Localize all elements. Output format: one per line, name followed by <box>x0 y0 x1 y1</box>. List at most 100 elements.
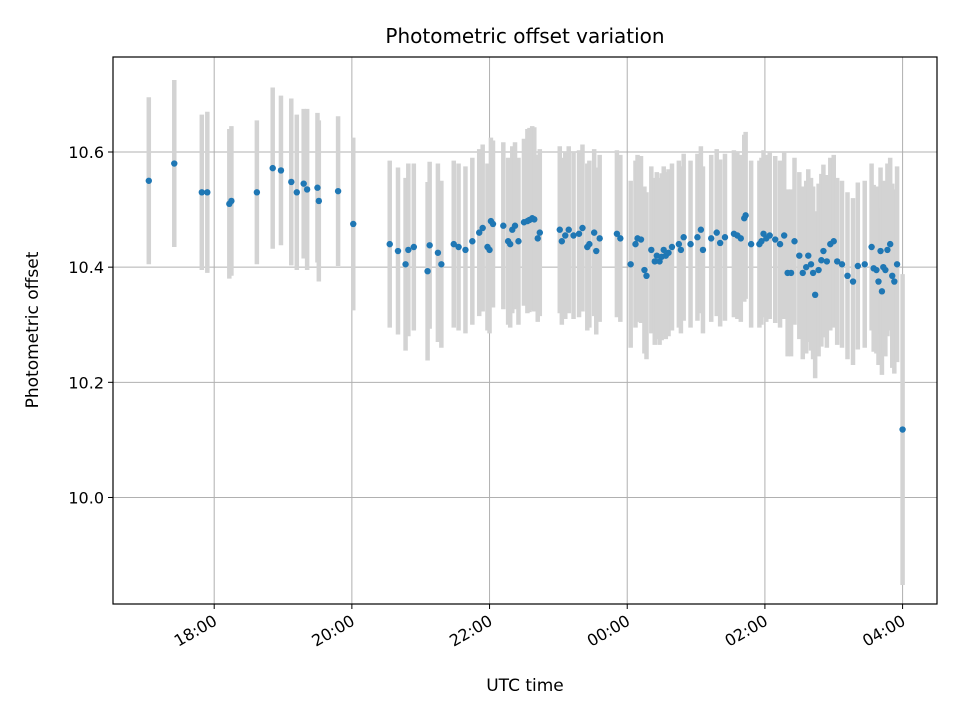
data-point <box>697 226 705 233</box>
data-point <box>760 230 767 237</box>
data-point <box>893 261 901 268</box>
data-point <box>668 243 676 251</box>
data-point <box>613 230 621 237</box>
data-point <box>450 240 457 248</box>
data-point <box>889 272 896 279</box>
data-point <box>747 240 755 248</box>
data-point <box>721 234 729 241</box>
data-point <box>809 269 817 277</box>
data-point <box>334 187 342 195</box>
data-point <box>426 242 433 249</box>
data-point <box>303 186 311 193</box>
data-point <box>780 232 788 239</box>
data-point <box>596 235 603 242</box>
data-point <box>515 238 522 245</box>
data-point <box>145 177 152 184</box>
data-point <box>699 246 707 254</box>
data-point <box>844 272 851 279</box>
data-point <box>469 238 476 245</box>
data-point <box>171 160 178 167</box>
data-point <box>694 234 701 241</box>
y-tick-label: 10.6 <box>68 143 104 162</box>
data-point <box>791 238 798 245</box>
data-point <box>531 216 538 223</box>
data-point <box>742 212 749 219</box>
data-point <box>648 246 655 254</box>
data-point <box>799 269 806 277</box>
data-point <box>838 261 846 268</box>
y-axis-label: Photometric offset <box>23 251 43 408</box>
data-point <box>878 288 886 295</box>
data-point <box>575 230 583 237</box>
data-point <box>675 240 683 248</box>
data-point <box>410 243 418 251</box>
data-point <box>556 226 563 233</box>
data-point <box>500 222 507 229</box>
data-point <box>886 240 894 248</box>
data-point <box>653 252 661 259</box>
data-point <box>438 261 445 268</box>
data-point <box>476 229 483 236</box>
data-point <box>868 243 875 251</box>
data-point <box>277 167 285 174</box>
y-tick-label: 10.0 <box>68 488 104 507</box>
data-point <box>579 224 586 232</box>
data-point <box>506 240 514 248</box>
data-point <box>228 197 235 205</box>
plot-frame <box>112 56 938 605</box>
data-point <box>899 426 906 433</box>
data-point <box>877 247 884 255</box>
data-point <box>637 236 645 243</box>
y-tick-label: 10.2 <box>68 373 104 392</box>
chart-title: Photometric offset variation <box>385 24 664 48</box>
data-point <box>660 246 667 254</box>
data-point <box>758 238 765 245</box>
data-point <box>766 232 773 239</box>
data-point <box>424 267 431 275</box>
data-point <box>593 247 600 255</box>
data-point <box>807 261 815 268</box>
data-point <box>402 261 409 268</box>
data-point <box>536 229 544 236</box>
data-point <box>805 252 812 259</box>
y-tick-label: 10.4 <box>68 258 104 277</box>
data-point <box>772 236 779 243</box>
data-point <box>590 229 598 236</box>
data-point <box>562 232 569 239</box>
data-point <box>687 240 694 248</box>
data-points <box>145 160 906 433</box>
x-axis-label: UTC time <box>486 676 564 696</box>
data-point <box>677 246 685 254</box>
data-point <box>823 258 831 265</box>
data-point <box>314 184 321 191</box>
data-point <box>815 266 822 274</box>
data-point <box>643 272 650 279</box>
data-point <box>288 178 295 186</box>
data-point <box>796 252 803 259</box>
data-point <box>737 235 745 242</box>
data-point <box>434 249 442 256</box>
data-point <box>854 262 862 270</box>
data-point <box>253 189 261 196</box>
data-point <box>293 189 300 196</box>
data-point <box>787 269 795 277</box>
data-point <box>818 257 825 264</box>
y-axis-ticks: 10.0 10.2 10.4 10.6 <box>68 143 113 507</box>
data-point <box>558 238 566 245</box>
data-point <box>875 278 882 285</box>
data-point <box>833 258 841 265</box>
data-point <box>884 246 891 254</box>
data-point <box>386 240 393 248</box>
data-point <box>849 278 857 285</box>
data-point <box>873 266 880 274</box>
data-point <box>489 220 497 228</box>
data-point <box>204 189 211 196</box>
data-point <box>716 239 724 247</box>
data-point <box>462 246 469 254</box>
data-point <box>198 189 206 196</box>
data-point <box>803 263 810 271</box>
data-point <box>586 240 593 248</box>
data-point <box>405 246 412 254</box>
data-point <box>511 222 519 229</box>
